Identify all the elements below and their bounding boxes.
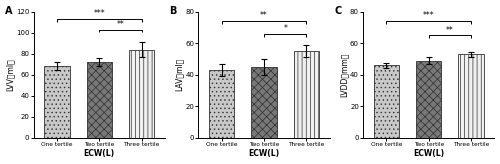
Bar xyxy=(252,67,276,137)
Text: A: A xyxy=(4,6,12,16)
Bar xyxy=(458,54,484,137)
Text: **: ** xyxy=(446,26,454,35)
Y-axis label: LVV（ml）: LVV（ml） xyxy=(6,58,15,91)
Text: *: * xyxy=(284,24,287,33)
X-axis label: ECW(L): ECW(L) xyxy=(84,149,115,158)
X-axis label: ECW(L): ECW(L) xyxy=(413,149,444,158)
Y-axis label: LVDD（mm）: LVDD（mm） xyxy=(340,52,348,97)
Text: C: C xyxy=(334,6,342,16)
Text: **: ** xyxy=(260,11,268,20)
Text: B: B xyxy=(170,6,177,16)
Y-axis label: LAV（ml）: LAV（ml） xyxy=(175,58,184,91)
Text: ***: *** xyxy=(423,11,434,20)
Bar xyxy=(294,51,319,137)
Bar xyxy=(209,70,234,137)
Bar xyxy=(416,61,442,137)
Bar xyxy=(44,66,70,137)
Bar xyxy=(129,50,154,137)
X-axis label: ECW(L): ECW(L) xyxy=(248,149,280,158)
Bar xyxy=(86,62,112,137)
Bar xyxy=(374,65,399,137)
Text: ***: *** xyxy=(94,9,105,18)
Text: **: ** xyxy=(116,20,124,29)
